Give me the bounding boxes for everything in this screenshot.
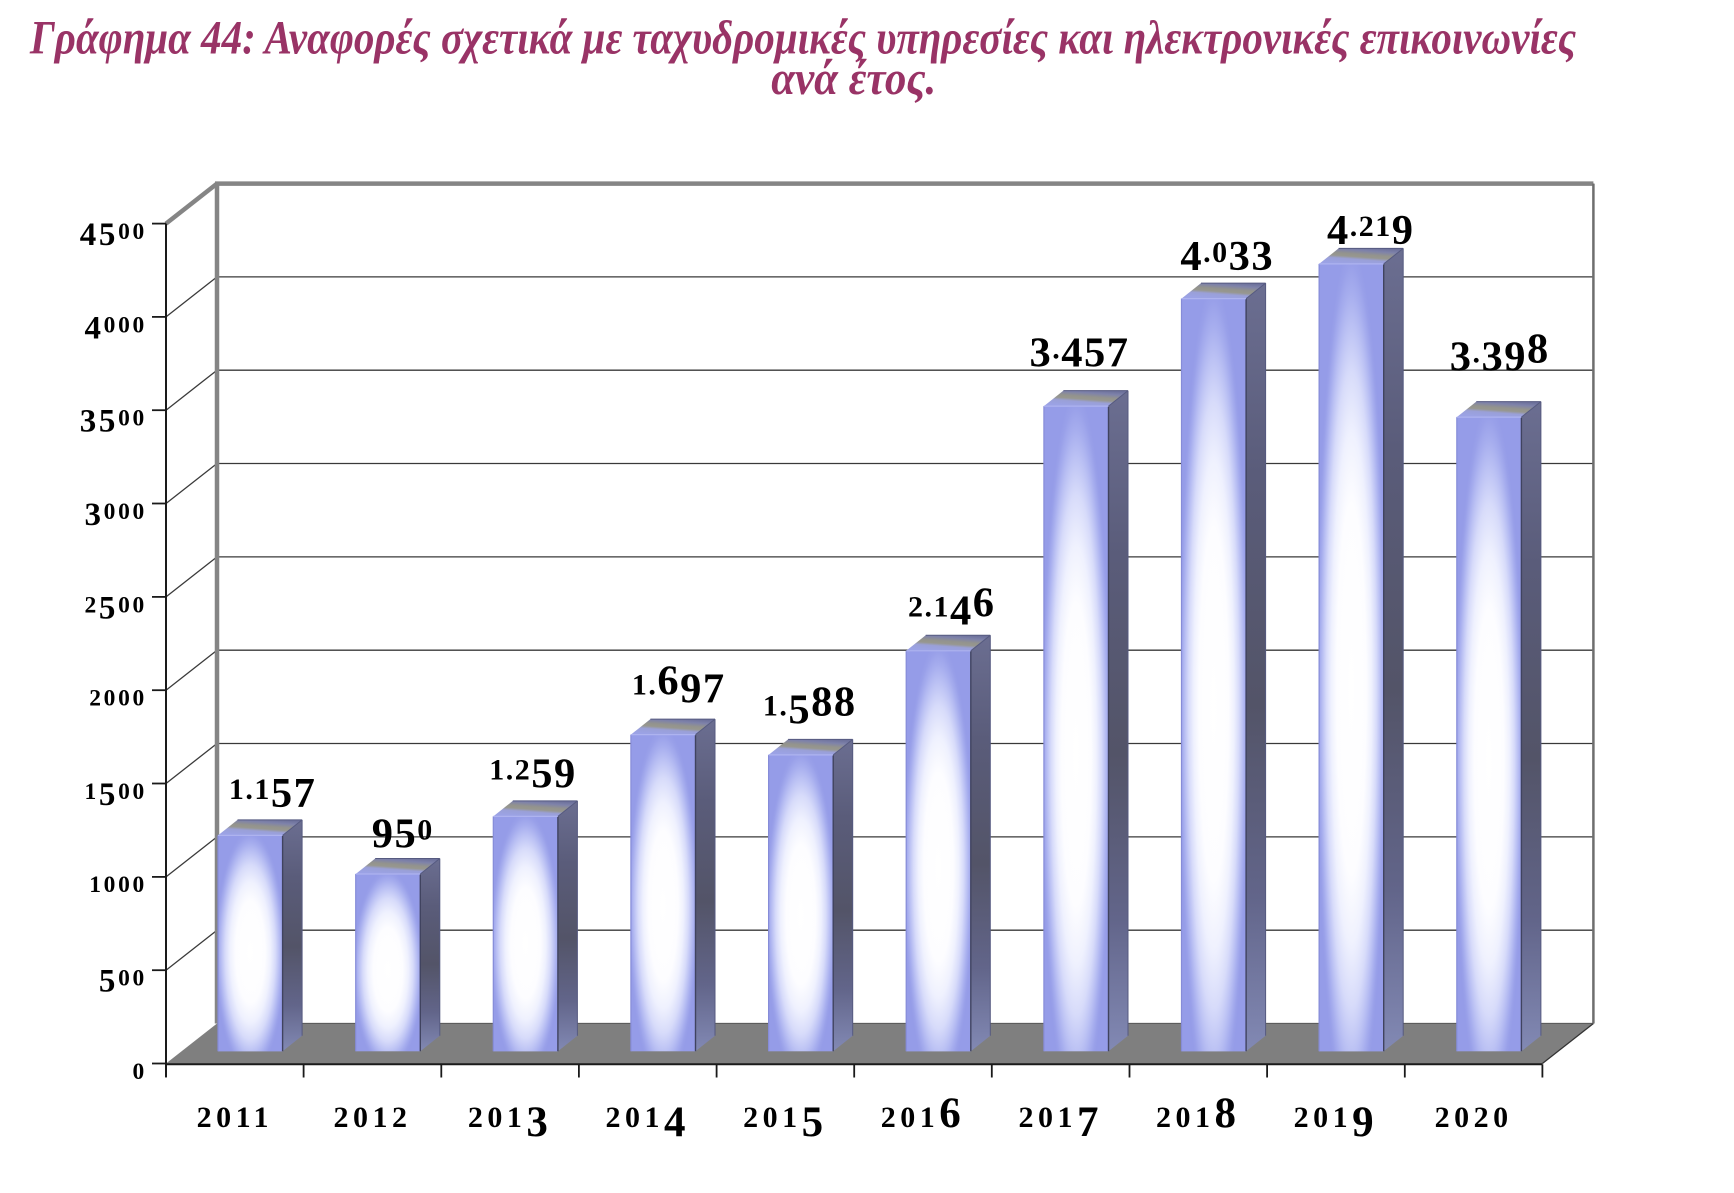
svg-text:2.146: 2.146 xyxy=(908,579,996,634)
svg-text:2012: 2012 xyxy=(334,1101,412,1134)
svg-text:ανά έτος.: ανά έτος. xyxy=(771,52,936,105)
svg-text:3.398: 3.398 xyxy=(1450,326,1550,381)
svg-text:2500: 2500 xyxy=(84,590,147,626)
svg-text:1.259: 1.259 xyxy=(489,751,577,798)
svg-text:500: 500 xyxy=(99,964,147,1000)
svg-text:2018: 2018 xyxy=(1156,1090,1241,1137)
svg-text:Γράφημα 44: Αναφορές σχετικά μ: Γράφημα 44: Αναφορές σχετικά με ταχυδρομ… xyxy=(29,12,1576,65)
svg-text:4.219: 4.219 xyxy=(1327,207,1415,254)
svg-text:1.588: 1.588 xyxy=(763,679,857,734)
svg-text:1.697: 1.697 xyxy=(632,657,726,712)
svg-text:3.457: 3.457 xyxy=(1030,330,1130,377)
svg-text:4000: 4000 xyxy=(84,310,147,346)
svg-text:4.033: 4.033 xyxy=(1180,233,1274,280)
svg-text:2015: 2015 xyxy=(743,1099,828,1146)
svg-text:2000: 2000 xyxy=(89,686,147,712)
svg-text:2020: 2020 xyxy=(1435,1101,1513,1134)
svg-text:2017: 2017 xyxy=(1018,1099,1103,1146)
svg-text:0: 0 xyxy=(133,1059,147,1085)
svg-text:4500: 4500 xyxy=(80,217,147,253)
svg-text:3500: 3500 xyxy=(80,404,147,440)
svg-text:950: 950 xyxy=(372,810,434,857)
svg-text:2016: 2016 xyxy=(881,1090,966,1137)
svg-text:1000: 1000 xyxy=(89,872,147,898)
svg-text:2011: 2011 xyxy=(197,1101,273,1134)
svg-text:2013: 2013 xyxy=(468,1099,552,1146)
svg-text:3000: 3000 xyxy=(84,497,147,533)
svg-text:2019: 2019 xyxy=(1294,1099,1379,1146)
svg-text:1500: 1500 xyxy=(84,777,147,813)
svg-text:1.157: 1.157 xyxy=(229,770,317,817)
svg-text:2014: 2014 xyxy=(605,1099,690,1146)
